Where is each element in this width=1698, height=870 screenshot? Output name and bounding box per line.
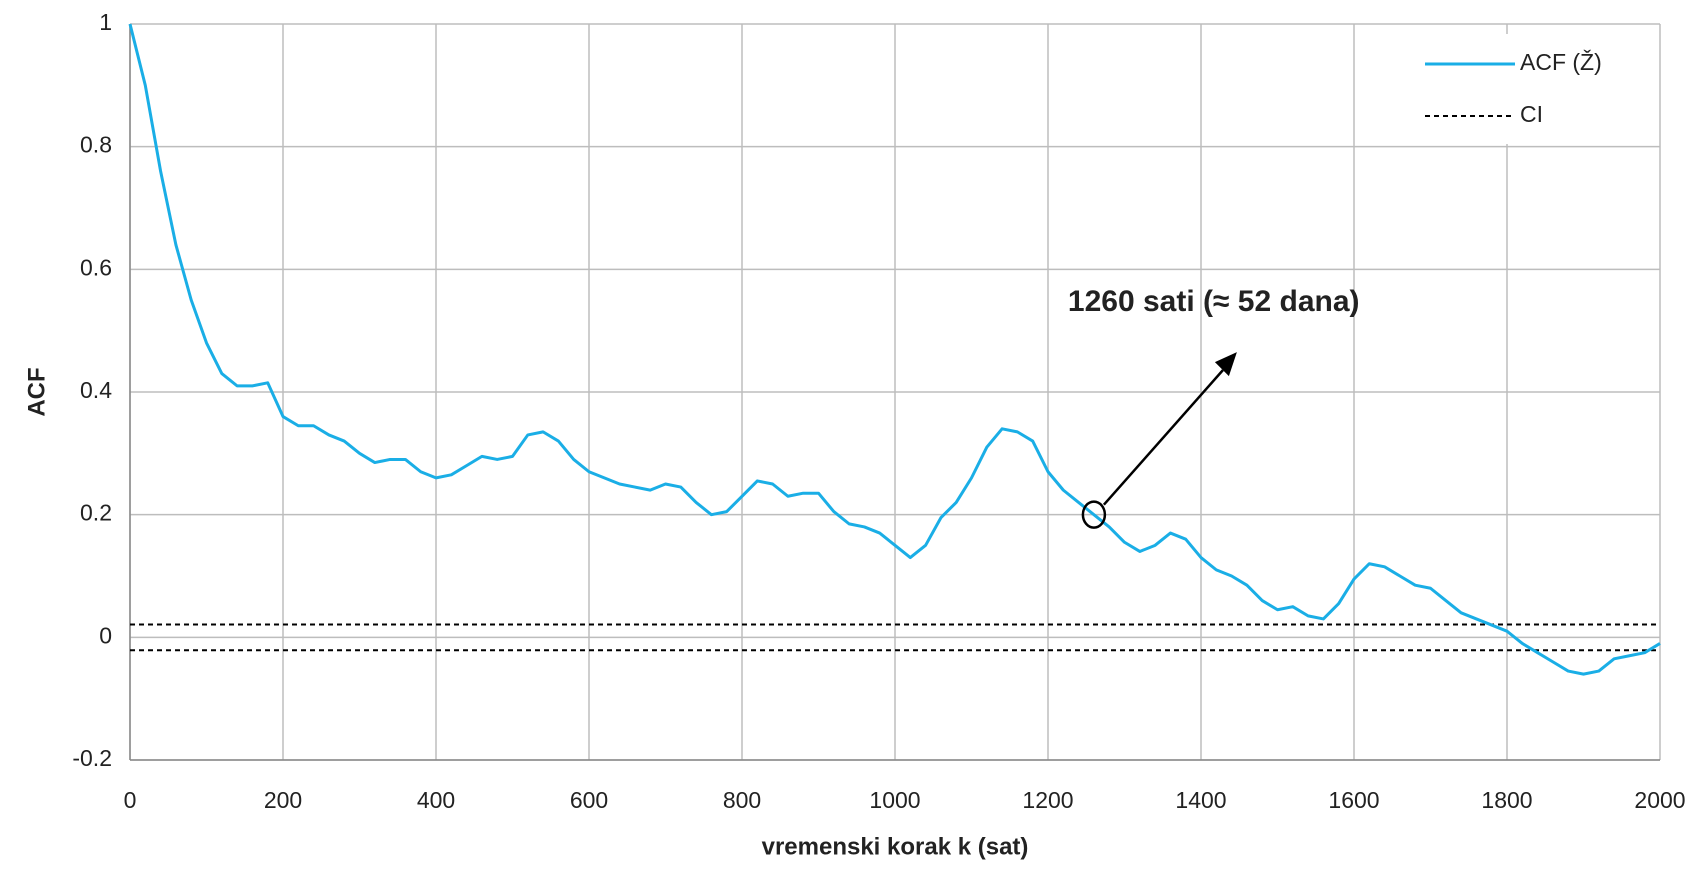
- x-axis-label: vremenski korak k (sat): [762, 833, 1029, 860]
- x-tick-label: 1000: [869, 787, 920, 813]
- legend-label: CI: [1520, 101, 1543, 127]
- annotation-arrowhead: [1214, 352, 1237, 377]
- y-axis-label: ACF: [23, 367, 50, 416]
- x-tick-label: 1800: [1481, 787, 1532, 813]
- y-tick-label: 0.2: [80, 500, 112, 526]
- x-tick-label: 800: [723, 787, 761, 813]
- y-tick-label: 0: [99, 622, 112, 648]
- x-tick-label: 200: [264, 787, 302, 813]
- x-tick-label: 600: [570, 787, 608, 813]
- x-tick-label: 1400: [1175, 787, 1226, 813]
- y-tick-label: -0.2: [72, 745, 112, 771]
- y-tick-label: 0.4: [80, 377, 112, 403]
- annotation-marker: [1081, 500, 1107, 529]
- data-line: [128, 23, 1661, 676]
- x-tick-label: 0: [124, 787, 137, 813]
- y-tick-label: 1: [99, 9, 112, 35]
- x-tick-label: 2000: [1634, 787, 1685, 813]
- x-tick-label: 1200: [1022, 787, 1073, 813]
- x-tick-label: 1600: [1328, 787, 1379, 813]
- annotation-text: 1260 sati (≈ 52 dana): [1068, 285, 1360, 318]
- y-tick-label: 0.6: [80, 254, 112, 280]
- legend-label: ACF (Ž): [1520, 49, 1602, 75]
- y-tick-label: 0.8: [80, 132, 112, 158]
- legend-box: [1410, 34, 1650, 144]
- x-tick-label: 400: [417, 787, 455, 813]
- annotation-arrow: [1102, 369, 1224, 506]
